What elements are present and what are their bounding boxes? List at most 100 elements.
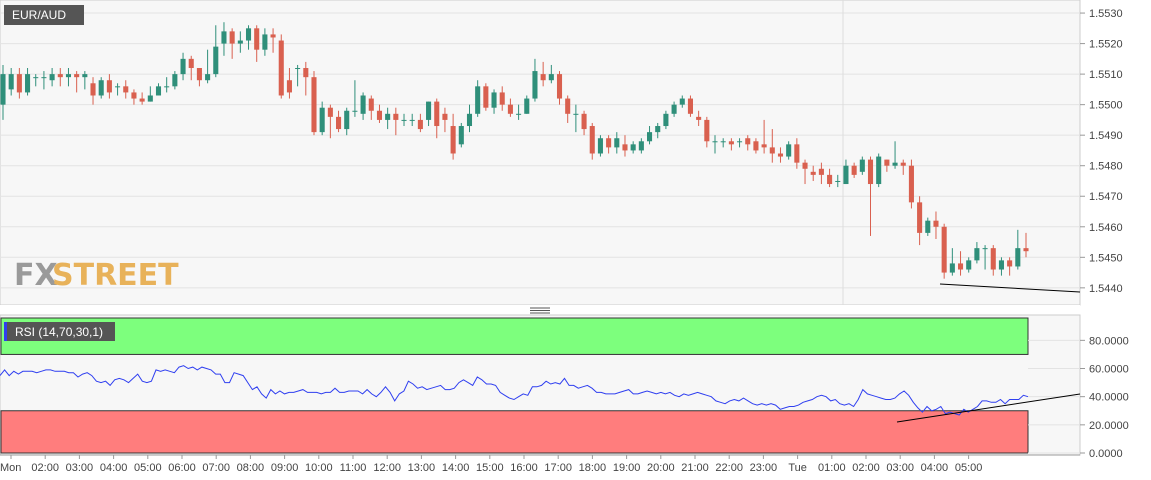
candle-body [794, 144, 800, 163]
candle-body [278, 40, 284, 96]
candle-body [49, 74, 55, 81]
candle-body [237, 40, 243, 44]
candle [319, 101, 325, 136]
candle [925, 217, 931, 236]
candle [663, 110, 669, 130]
candle [728, 138, 734, 151]
candle [245, 25, 252, 50]
candle [65, 68, 72, 87]
candle [777, 147, 784, 163]
candle [524, 95, 530, 114]
candle [974, 242, 980, 264]
time-tick-label: Tue [788, 462, 807, 474]
time-tick-label: 15:00 [476, 462, 504, 474]
candle [139, 92, 145, 105]
candle-body [245, 28, 252, 41]
candle-body [229, 31, 235, 44]
candle [548, 64, 554, 84]
time-tick-label: 02:00 [852, 462, 880, 474]
time-tick-label: 08:00 [237, 462, 265, 474]
rsi-gridlines [1028, 339, 1080, 454]
candle-body [90, 83, 96, 96]
candle [794, 138, 800, 169]
candle-body [867, 159, 874, 185]
candle-body [720, 141, 726, 143]
time-tick-label: 05:00 [134, 462, 162, 474]
rsi-line [0, 365, 1029, 416]
candle-body [728, 141, 734, 145]
time-tick-label: 23:00 [750, 462, 778, 474]
candle-body [990, 248, 996, 270]
candle [286, 68, 292, 99]
time-tick-label: 03:00 [66, 462, 94, 474]
candle-body [1023, 248, 1029, 252]
candle [344, 107, 350, 136]
candle [957, 251, 964, 276]
candle [499, 86, 505, 111]
candle [164, 77, 170, 93]
candle-body [606, 138, 612, 148]
candle [295, 64, 301, 87]
candle [737, 138, 743, 148]
candle [884, 159, 890, 172]
watermark-street: STREET [52, 258, 179, 293]
candle-body [131, 92, 137, 99]
candle [82, 71, 88, 90]
candle-body [221, 31, 227, 44]
candle [597, 135, 603, 157]
candle [933, 211, 939, 239]
time-tick-label: 11:00 [340, 462, 367, 474]
candle [720, 138, 726, 148]
time-tick-label: 07:00 [202, 462, 230, 474]
time-axis: Mon 02:00 03:00 04:00 05:00 06:00 07:00 08:00 09… [0, 454, 1080, 474]
candle [867, 156, 874, 236]
candle [900, 159, 906, 175]
candle-body [254, 28, 260, 50]
candle [851, 162, 857, 178]
rsi-overbought-zone [0, 317, 1029, 355]
candle-body [336, 116, 342, 130]
candle-body [941, 226, 947, 273]
panel-resize-handle[interactable] [530, 307, 550, 314]
candle-body [777, 153, 784, 157]
candle-body [597, 138, 603, 154]
candle-body [426, 101, 432, 120]
price-tick-label: 1.5500 [1089, 100, 1123, 112]
candle-body [57, 74, 63, 78]
candle-body [409, 119, 415, 121]
candle [221, 22, 227, 56]
candle [417, 113, 423, 133]
candle [327, 104, 333, 139]
candle-body [998, 260, 1004, 270]
candle-body [205, 74, 211, 81]
candle-body [319, 107, 325, 133]
candle [131, 89, 137, 105]
candle-body [908, 165, 914, 203]
candle-body [622, 144, 628, 151]
candle [336, 110, 342, 133]
candle-body [303, 68, 309, 78]
candle-body [851, 165, 857, 175]
candle-body [745, 138, 751, 145]
candle-body [196, 68, 202, 81]
candle-body [491, 92, 497, 108]
candle-body [188, 58, 194, 69]
candle [426, 101, 432, 127]
candle [57, 68, 63, 87]
candle-body [483, 86, 489, 108]
candle-body [843, 165, 849, 185]
time-tick-label: 13:00 [408, 462, 436, 474]
candle-body [33, 77, 39, 79]
candle [385, 107, 391, 130]
candle [949, 248, 955, 276]
candle [229, 28, 235, 59]
candle [507, 98, 513, 117]
rsi-y-axis: 0.0000 20.0000 40.0000 60.0000 80.0000 [1080, 335, 1129, 460]
candle-body [957, 263, 964, 270]
candle-body [614, 138, 620, 148]
candle-body [139, 98, 145, 102]
time-tick-label: 01:00 [818, 462, 846, 474]
candle-body [376, 110, 383, 120]
candle [941, 223, 947, 279]
